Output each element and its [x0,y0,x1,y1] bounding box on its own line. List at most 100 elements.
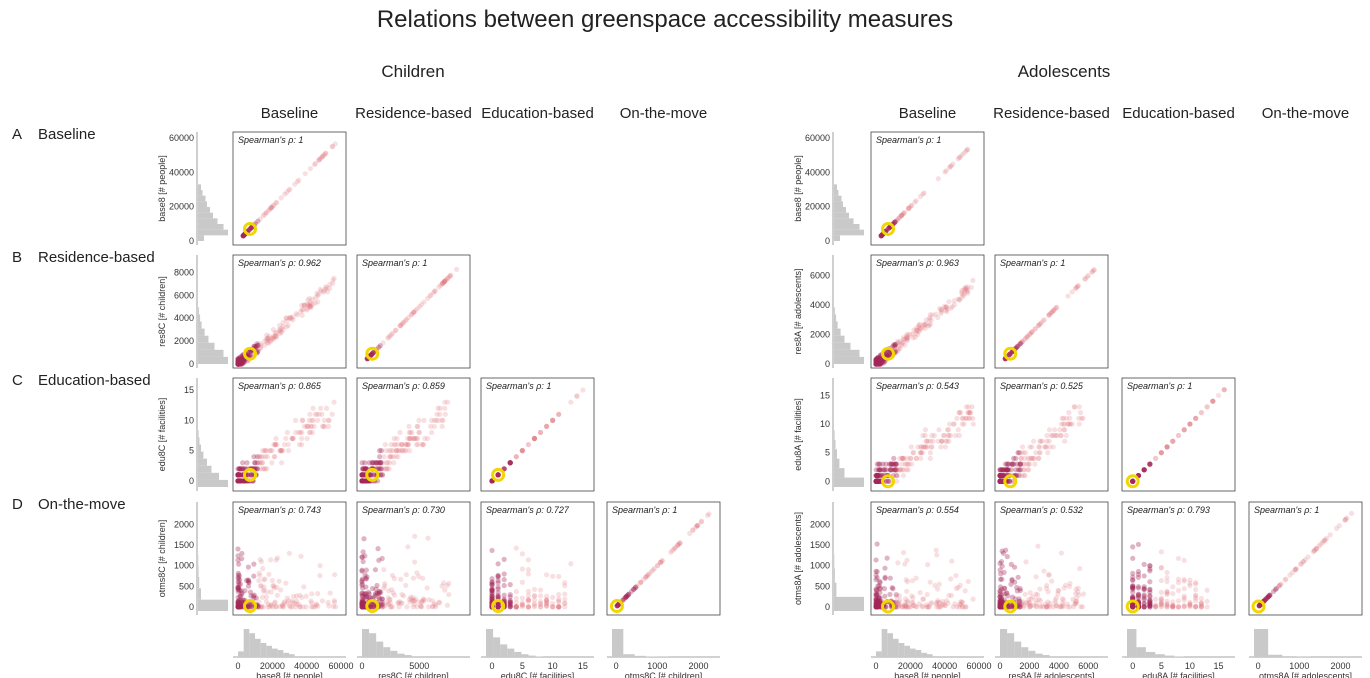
data-point [956,410,962,416]
data-point [325,289,331,295]
data-point [1012,579,1018,585]
data-point [238,361,245,367]
data-point [378,466,384,472]
data-point [1198,410,1204,416]
data-point [359,478,365,484]
data-point [361,472,367,478]
data-point [329,144,335,150]
data-point [235,599,241,605]
data-point [378,472,384,478]
data-point [237,472,243,478]
data-point [395,600,401,606]
data-point [381,585,387,591]
data-point [513,595,519,601]
data-point [251,592,257,598]
data-point [406,448,413,454]
data-point [935,586,941,592]
data-point [380,460,386,466]
data-point [550,417,556,423]
data-point [322,286,329,292]
data-point [236,604,242,610]
data-point [324,285,330,291]
data-point [519,448,525,454]
scatter-cell: Spearman's ρ: 1 [232,131,347,246]
data-point [920,191,926,197]
data-point [935,597,941,604]
data-point [929,444,935,450]
data-point [235,557,241,563]
data-point [363,576,369,582]
data-point [235,478,241,484]
y-marginal-histogram [196,255,228,368]
data-point [543,572,550,578]
data-point [953,432,959,439]
data-point [556,411,562,417]
data-point [240,358,247,364]
data-point [1181,586,1187,592]
data-point [489,587,495,593]
data-point [359,601,365,607]
histogram-bar [249,633,255,657]
data-point [433,417,439,423]
data-point [525,604,532,610]
data-point [271,335,277,341]
data-point [240,478,246,484]
panel-title-children: Children [381,62,444,81]
x-tick-label: 20000 [260,661,285,671]
data-point [235,472,241,478]
data-point [235,472,241,478]
data-point [327,285,333,291]
data-point [238,588,244,594]
data-point [360,558,366,565]
data-point [507,460,513,466]
data-point [425,435,431,442]
data-point [1004,467,1011,473]
data-point [403,572,409,578]
x-tick-label: 40000 [932,661,957,671]
data-point [896,599,902,605]
data-point [574,393,580,399]
data-point [239,550,245,557]
data-point [264,338,270,344]
data-point [376,557,382,563]
x-axis-label: base8 [# people] [256,671,323,678]
data-point [441,278,448,285]
data-point [687,530,693,536]
data-point [1079,604,1086,610]
data-point [235,361,241,367]
data-point [235,604,241,610]
data-point [244,603,251,609]
data-point [359,567,365,573]
data-point [446,580,452,587]
data-point [998,559,1005,565]
data-point [495,472,501,478]
data-point [384,466,390,472]
data-point [387,596,393,603]
data-point [405,441,411,448]
data-point [519,566,525,572]
data-point [673,544,679,550]
data-point [236,587,243,594]
data-point [935,314,941,321]
column-title: On-the-move [1262,105,1350,122]
data-point [369,351,375,357]
data-point [1041,568,1047,574]
data-point [495,594,501,601]
data-point [383,448,389,454]
data-point [235,478,241,484]
data-point [235,358,241,364]
data-point [913,455,920,461]
data-point [1033,574,1039,580]
data-point [1193,415,1199,421]
data-point [1017,587,1023,594]
data-point [375,546,381,552]
data-point [507,460,513,466]
y-tick-label: 15 [820,390,830,400]
row-label: On-the-move [38,496,126,513]
data-point [236,478,242,484]
data-point [235,358,241,364]
data-point [507,460,513,466]
data-point [938,444,944,450]
data-point [361,472,367,478]
data-point [416,573,422,580]
